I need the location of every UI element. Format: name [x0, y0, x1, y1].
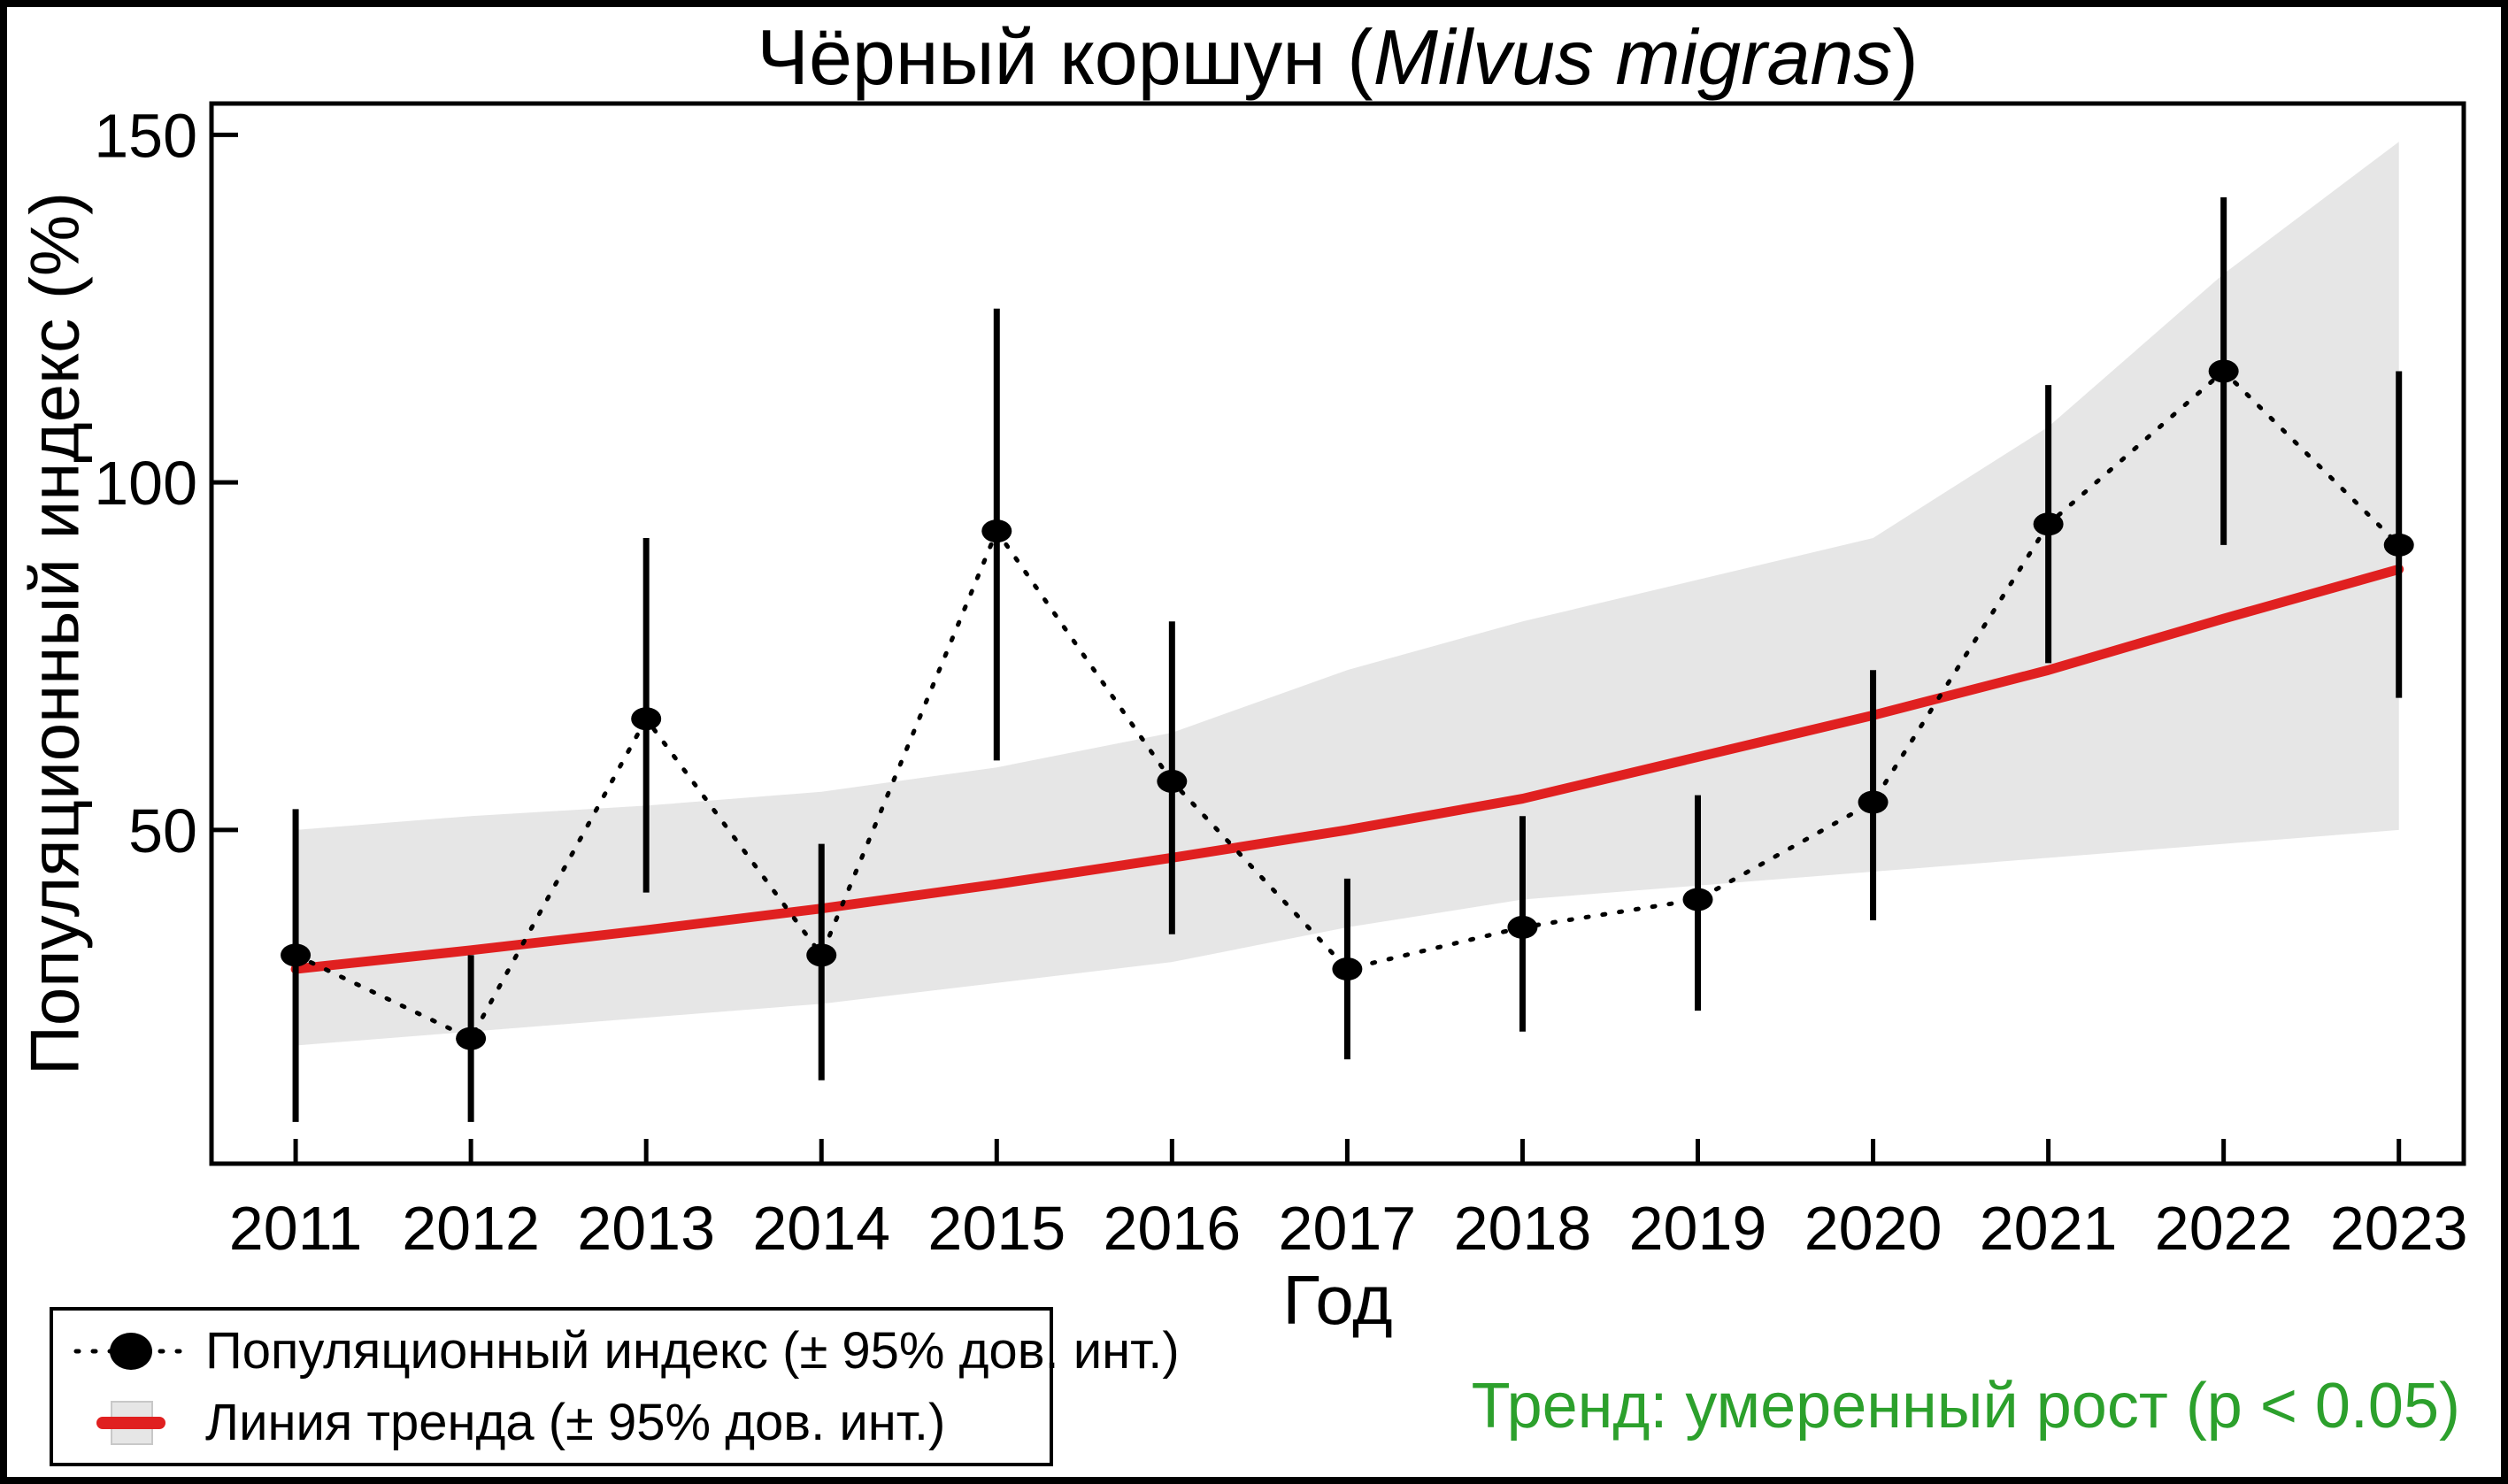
legend-item-trend-line: Линия тренда (± 95% дов. инт.): [69, 1393, 1050, 1452]
data-point-2012: [456, 1026, 487, 1050]
data-point-2020: [1858, 790, 1889, 814]
trend-annotation: Тренд: умеренный рост (p < 0.05): [1471, 1371, 2460, 1442]
data-point-2016: [1157, 769, 1188, 793]
x-axis-label: Год: [1282, 1261, 1393, 1339]
x-tick-label-2015: 2015: [927, 1194, 1066, 1263]
data-point-2015: [981, 519, 1012, 543]
y-tick-label-100: 100: [94, 449, 197, 518]
x-tick-label-2023: 2023: [2330, 1194, 2468, 1263]
legend-box: Популяционный индекс (± 95% дов. инт.) Л…: [50, 1307, 1180, 1466]
x-tick-label-2019: 2019: [1629, 1194, 1767, 1263]
x-tick-label-2016: 2016: [1103, 1194, 1241, 1263]
x-tick-label-2011: 2011: [229, 1194, 363, 1263]
data-point-2014: [806, 943, 837, 967]
x-tick-label-2021: 2021: [1980, 1194, 2118, 1263]
chart-title: Чёрный коршун (Milvus migrans): [212, 12, 2464, 103]
x-tick-label-2018: 2018: [1454, 1194, 1592, 1263]
data-point-2013: [631, 707, 662, 731]
data-point-2022: [2208, 359, 2239, 383]
chart-title-prefix: Чёрный коршун (: [757, 13, 1373, 101]
data-point-2011: [281, 943, 312, 967]
legend-item-population-index: Популяционный индекс (± 95% дов. инт.): [69, 1321, 1180, 1380]
y-axis-label: Популяционный индекс (%): [15, 191, 94, 1076]
trend-line-on-band-icon: [69, 1395, 193, 1451]
axes-spines: [209, 101, 2466, 1166]
data-point-2018: [1507, 915, 1538, 939]
x-tick-label-2017: 2017: [1279, 1194, 1417, 1263]
x-tick-label-2013: 2013: [577, 1194, 715, 1263]
data-point-2023: [2383, 533, 2414, 557]
trend-line: [290, 564, 2404, 974]
x-tick-label-2014: 2014: [752, 1194, 890, 1263]
x-tick-label-2022: 2022: [2155, 1194, 2293, 1263]
data-point-2017: [1332, 957, 1363, 981]
x-tick-label-2020: 2020: [1804, 1194, 1943, 1263]
legend-label-trend-line: Линия тренда (± 95% дов. инт.): [205, 1394, 946, 1451]
x-tick-label-2012: 2012: [402, 1194, 540, 1263]
data-point-2021: [2033, 512, 2064, 536]
chart-title-suffix: ): [1892, 13, 1919, 101]
chart-title-species: Milvus migrans: [1373, 13, 1893, 101]
point-with-dotted-line-icon: [69, 1323, 193, 1380]
y-tick-label-150: 150: [94, 101, 197, 170]
y-tick-label-50: 50: [128, 796, 197, 865]
legend-label-population-index: Популяционный индекс (± 95% дов. инт.): [205, 1322, 1180, 1380]
data-point-2019: [1682, 888, 1713, 911]
